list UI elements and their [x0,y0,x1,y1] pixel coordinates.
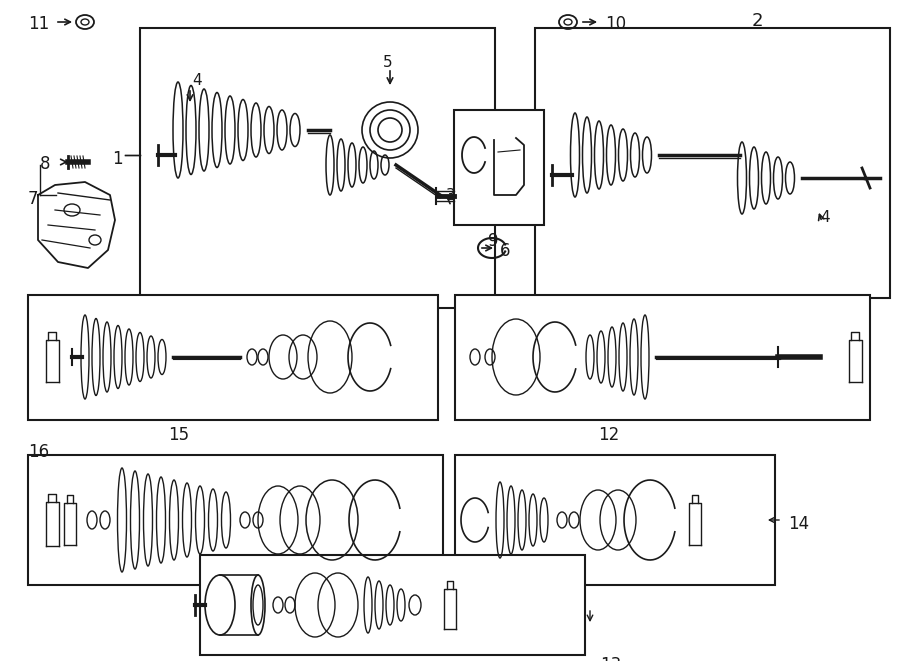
Text: 4: 4 [192,73,202,88]
Text: 15: 15 [168,426,189,444]
Bar [28,455,443,585]
Text: 13: 13 [600,656,621,661]
Text: 10: 10 [605,15,626,33]
Text: 2: 2 [752,12,763,30]
Text: 3: 3 [446,188,455,203]
Text: 6: 6 [500,242,510,260]
Bar [455,295,870,420]
Text: 16: 16 [28,443,50,461]
Bar [535,28,890,298]
Bar [28,295,438,420]
Bar [454,110,544,225]
Text: 8: 8 [40,155,50,173]
Text: 1: 1 [112,150,122,168]
Text: 7: 7 [28,190,39,208]
Text: 9: 9 [488,232,499,250]
Bar [455,455,775,585]
Text: 4: 4 [820,210,830,225]
Bar [200,555,585,655]
Text: 14: 14 [788,515,809,533]
Text: 5: 5 [383,55,392,70]
Text: 12: 12 [598,426,619,444]
Bar [140,28,495,308]
Text: 11: 11 [28,15,50,33]
